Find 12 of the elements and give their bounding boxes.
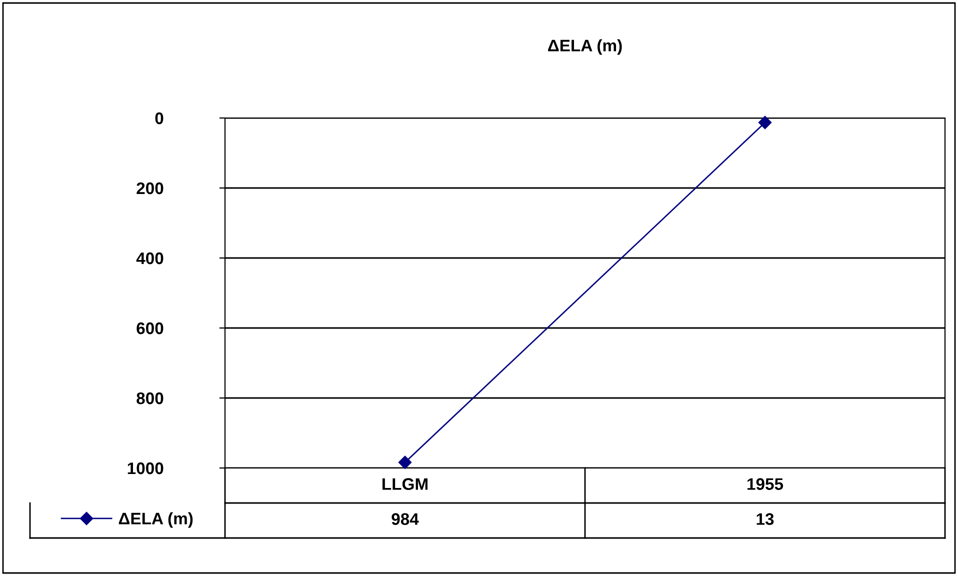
x-tick-label: 1955 [748, 478, 784, 490]
y-tick-label: 1000 [128, 462, 164, 474]
data-label: 13 [756, 513, 774, 525]
y-tick-label: 600 [136, 322, 164, 334]
data-label: 984 [392, 513, 419, 525]
y-tick-label: 400 [136, 252, 164, 264]
legend-label: ΔELA (m) [118, 512, 193, 528]
x-tick-label: LLGM [382, 478, 428, 490]
y-tick-label: 200 [136, 182, 164, 194]
y-tick-label: 800 [136, 392, 164, 404]
y-tick-label: 0 [155, 112, 164, 124]
chart-title: ΔELA (m) [548, 39, 622, 55]
